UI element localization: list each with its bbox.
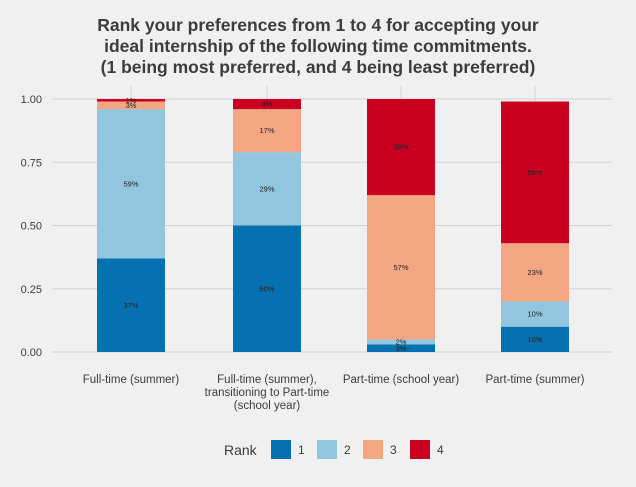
bar-segment-rank-3 [97,101,165,110]
bar-data-label: 50% [259,284,274,293]
legend-item-rank-2: 2 [317,440,351,459]
legend-swatch [317,440,337,459]
legend: Rank 1 2 3 4 [224,440,444,459]
bar-segment-rank-1 [97,258,165,352]
bar-segment-rank-4 [367,99,435,196]
bar-data-label: 38% [393,143,408,152]
bar-segment-rank-4 [233,99,301,110]
chart-title-line: (1 being most preferred, and 4 being lea… [101,57,536,77]
legend-label: 4 [437,443,444,457]
bar-data-label: 10% [527,335,542,344]
y-axis: 0.00 0.25 0.50 0.75 1.00 [21,94,42,359]
bar-segment-rank-2 [97,109,165,259]
bar-data-label: 2% [396,337,407,346]
bar-data-label: 10% [527,310,542,319]
legend-item-rank-4: 4 [410,440,444,459]
legend-label: 2 [344,443,351,457]
legend-swatch [363,440,383,459]
x-tick-label: Full-time (summer) [83,374,180,386]
bar-data-label: 56% [527,168,542,177]
bar-data-label: 4% [262,100,273,109]
bar-data-label: 17% [259,126,274,135]
bar-segment-rank-1 [367,344,435,352]
bar-data-label: 57% [393,263,408,272]
bar-data-label: 37% [123,301,138,310]
y-tick-label: 0.75 [21,157,42,169]
bar-segment-rank-3 [233,109,301,153]
legend-label: 3 [390,443,397,457]
legend-swatch [410,440,430,459]
x-axis: Full-time (summer) Full-time (summer), tra… [83,374,585,412]
bar-segment-rank-2 [501,301,569,327]
segment-labels: 37%59%3%1%50%29%17%4%3%2%57%38%10%10%23%… [123,96,542,353]
bar-segment-rank-1 [501,326,569,352]
y-tick-label: 0.25 [21,284,42,296]
legend-swatch [271,440,291,459]
x-tick-label: Part-time (summer) [485,374,584,386]
legend-item-rank-3: 3 [363,440,397,459]
bars [97,99,569,352]
bar-segment-rank-4 [501,101,569,244]
bar-data-label: 59% [123,179,138,188]
x-tick-label: Part-time (school year) [343,374,459,386]
chart-title-line: Rank your preferences from 1 to 4 for ac… [97,15,539,35]
y-tick-label: 0.50 [21,221,42,233]
bar-data-label: 3% [126,101,137,110]
chart-title: Rank your preferences from 1 to 4 for ac… [97,15,539,77]
bar-data-label: 29% [259,184,274,193]
legend-item-rank-1: 1 [271,440,305,459]
bar-segment-rank-3 [367,195,435,340]
chart-title-line: ideal internship of the following time c… [104,36,532,56]
bar-data-label: 3% [396,344,407,353]
y-tick-label: 1.00 [21,94,42,106]
bar-segment-rank-1 [233,225,301,352]
bar-data-label: 1% [126,96,137,105]
bar-segment-rank-3 [501,243,569,302]
bar-segment-rank-2 [233,152,301,226]
y-tick-label: 0.00 [21,347,42,359]
legend-label: 1 [298,443,305,457]
bar-segment-rank-4 [97,99,165,102]
bar-data-label: 23% [527,268,542,277]
x-tick-label: Full-time (summer), transitioning to Part… [205,374,330,412]
bar-segment-rank-2 [367,339,435,345]
legend-title: Rank [224,442,258,458]
